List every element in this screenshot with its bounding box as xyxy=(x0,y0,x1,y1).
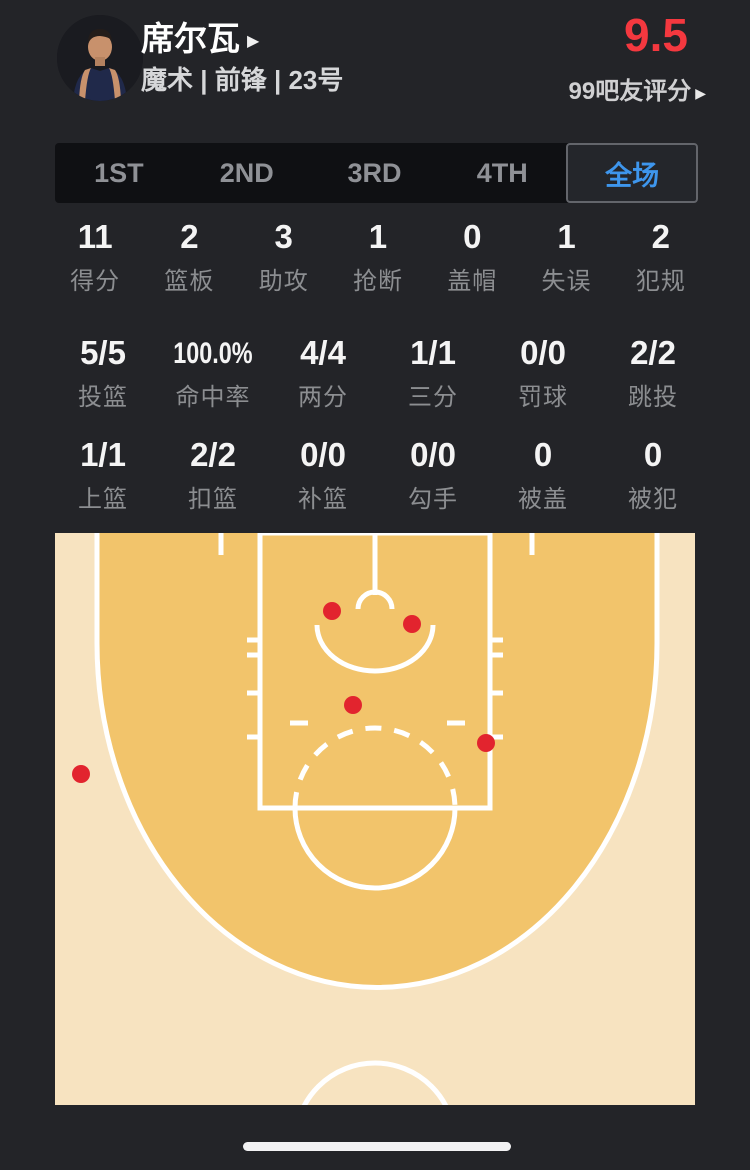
player-avatar[interactable] xyxy=(57,15,143,101)
stat-value: 2/2 xyxy=(190,436,236,473)
made-shot-dot xyxy=(72,765,90,783)
stat-label: 罚球 xyxy=(518,384,568,411)
stat-row-basic: 11 得分 2 篮板 3 助攻 1 抢断 0 盖帽 1 失误 2 犯规 xyxy=(48,218,708,295)
tab-4th[interactable]: 4TH xyxy=(476,157,528,188)
stat-value: 0 xyxy=(643,436,663,473)
rating-source-label: 99吧友评分 xyxy=(568,78,692,105)
stat-putback: 0/0 补篮 xyxy=(268,436,378,513)
stat-got-blocked: 0 被盖 xyxy=(488,436,598,513)
stat-value: 2/2 xyxy=(630,334,676,371)
stat-value: 2 xyxy=(180,218,199,255)
tab-full-game[interactable]: 全场 xyxy=(566,143,698,203)
stat-label: 命中率 xyxy=(175,384,251,411)
stat-label: 犯规 xyxy=(635,268,686,295)
player-photo-icon xyxy=(57,15,143,101)
stat-row-shot-types: 1/1 上篮 2/2 扣篮 0/0 补篮 0/0 勾手 0 被盖 0 被犯 xyxy=(48,436,708,513)
tab-3rd[interactable]: 3RD xyxy=(347,157,402,188)
stat-label: 三分 xyxy=(408,384,458,411)
quarter-tabbar: 1ST 2ND 3RD 4TH 全场 xyxy=(55,143,698,203)
stat-value: 5/5 xyxy=(80,334,126,371)
stat-fg-pct: 100.0% 命中率 xyxy=(158,337,268,411)
stat-value: 3 xyxy=(274,218,293,255)
home-indicator[interactable] xyxy=(243,1142,511,1151)
stat-dunk: 2/2 扣篮 xyxy=(158,436,268,513)
half-court-diagram xyxy=(55,530,695,1170)
stat-label: 被犯 xyxy=(628,486,678,513)
stat-blocks: 0 盖帽 xyxy=(425,218,519,295)
stat-value: 1 xyxy=(557,218,576,255)
stat-rebounds: 2 篮板 xyxy=(142,218,236,295)
stat-value: 4/4 xyxy=(300,334,346,371)
stat-value: 1/1 xyxy=(410,334,456,371)
stat-value: 1 xyxy=(368,218,388,255)
chevron-right-icon: ▶ xyxy=(247,32,260,50)
stat-label: 上篮 xyxy=(78,486,128,513)
stat-label: 补篮 xyxy=(298,486,348,513)
stat-value: 1/1 xyxy=(80,436,126,473)
stat-label: 助攻 xyxy=(258,268,309,295)
made-shot-dot xyxy=(477,734,495,752)
stat-value: 100.0% xyxy=(173,337,253,370)
shot-chart-court xyxy=(55,530,695,1170)
stat-label: 抢断 xyxy=(352,268,403,295)
rating-source-link[interactable]: 99吧友评分 ▶ xyxy=(569,80,706,104)
stat-label: 两分 xyxy=(298,384,348,411)
stat-2pt: 4/4 两分 xyxy=(268,334,378,411)
rating-score: 9.5 xyxy=(624,9,688,61)
tab-1st[interactable]: 1ST xyxy=(94,157,144,188)
chevron-right-icon: ▶ xyxy=(695,84,706,101)
stat-turnovers: 1 失误 xyxy=(519,218,613,295)
stat-value: 0 xyxy=(533,436,553,473)
stat-label: 得分 xyxy=(70,268,121,295)
made-shot-dot xyxy=(403,615,421,633)
stat-steals: 1 抢断 xyxy=(331,218,425,295)
stat-3pt: 1/1 三分 xyxy=(378,334,488,411)
stat-value: 0 xyxy=(463,218,482,255)
stat-jumpshot: 2/2 跳投 xyxy=(598,334,708,411)
stat-label: 被盖 xyxy=(518,486,568,513)
stat-label: 勾手 xyxy=(408,486,458,513)
stat-assists: 3 助攻 xyxy=(237,218,331,295)
player-name-row[interactable]: 席尔瓦 ▶ xyxy=(141,22,259,55)
stat-fg: 5/5 投篮 xyxy=(48,334,158,411)
stat-hook: 0/0 勾手 xyxy=(378,436,488,513)
stat-points: 11 得分 xyxy=(48,218,142,295)
stat-value: 0/0 xyxy=(520,334,566,371)
stat-fouls: 2 犯规 xyxy=(614,218,708,295)
stat-row-shooting: 5/5 投篮 100.0% 命中率 4/4 两分 1/1 三分 0/0 罚球 2… xyxy=(48,334,708,411)
stat-label: 篮板 xyxy=(164,268,215,295)
player-name: 席尔瓦 xyxy=(141,20,240,57)
stat-ft: 0/0 罚球 xyxy=(488,334,598,411)
stat-label: 投篮 xyxy=(78,384,128,411)
made-shot-dot xyxy=(344,696,362,714)
stat-label: 跳投 xyxy=(628,384,678,411)
stat-label: 扣篮 xyxy=(188,486,238,513)
made-shot-dot xyxy=(323,602,341,620)
shot-dots xyxy=(72,602,495,783)
stat-value: 0/0 xyxy=(300,436,346,473)
stat-got-fouled: 0 被犯 xyxy=(598,436,708,513)
stat-value: 0/0 xyxy=(410,436,456,473)
stat-label: 失误 xyxy=(541,268,592,295)
stat-label: 盖帽 xyxy=(447,268,498,295)
stat-layup: 1/1 上篮 xyxy=(48,436,158,513)
stat-value: 2 xyxy=(651,218,670,255)
tab-2nd[interactable]: 2ND xyxy=(219,157,274,188)
player-team-position: 魔术 | 前锋 | 23号 xyxy=(141,65,344,95)
stat-value: 11 xyxy=(77,218,113,255)
